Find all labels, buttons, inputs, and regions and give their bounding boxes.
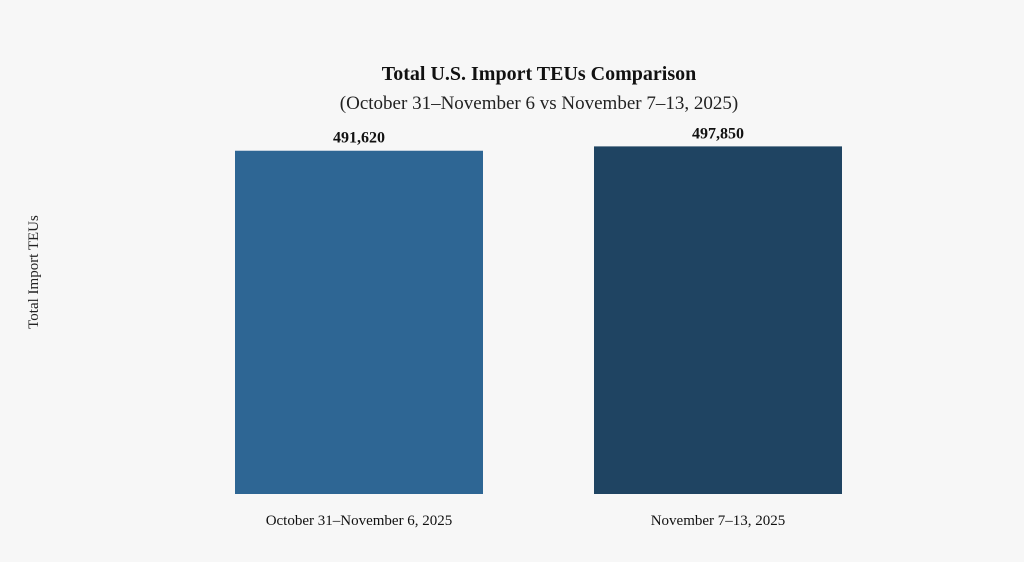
y-axis-label: Total Import TEUs	[26, 215, 42, 329]
chart-title: Total U.S. Import TEUs Comparison	[382, 63, 697, 85]
bars-group: 491,620 October 31–November 6, 2025 497,85…	[235, 125, 842, 529]
bar-1	[235, 150, 483, 494]
data-label-2: 497,850	[692, 125, 744, 142]
x-tick-label-1: October 31–November 6, 2025	[266, 513, 453, 529]
chart-subtitle: (October 31–November 6 vs November 7–13,…	[340, 93, 738, 114]
x-tick-label-2: November 7–13, 2025	[651, 513, 786, 529]
bar-2	[594, 146, 842, 494]
data-label-1: 491,620	[333, 130, 385, 147]
